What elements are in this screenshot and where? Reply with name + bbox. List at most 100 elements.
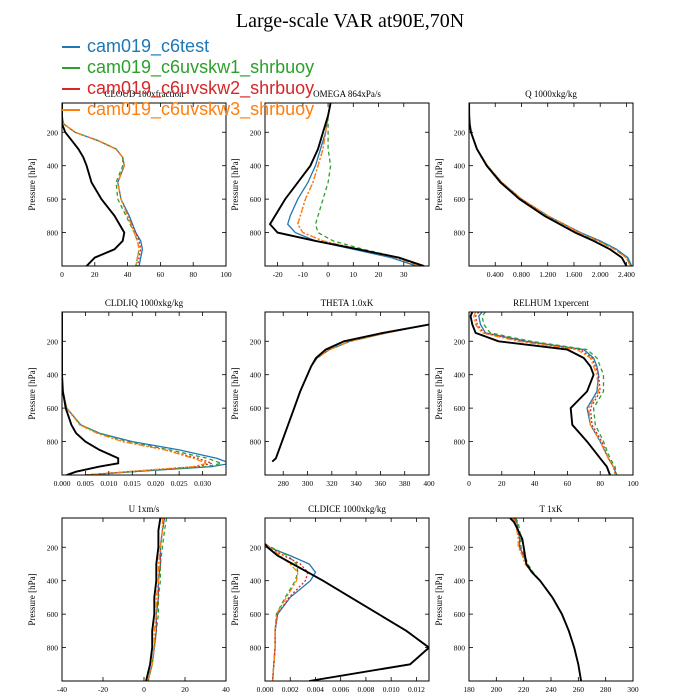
series-line — [469, 103, 633, 266]
series-line — [469, 312, 611, 475]
plot-frame — [264, 311, 430, 476]
y-axis-label: Pressure [hPa] — [27, 573, 37, 625]
y-tick-label: 200 — [454, 337, 466, 346]
x-tick-label: 0.012 — [408, 685, 425, 694]
series-line — [514, 518, 582, 681]
y-tick-label: 200 — [454, 543, 466, 552]
x-tick-label: -10 — [298, 270, 308, 279]
legend-item: cam019_c6test — [62, 36, 314, 57]
x-tick-label: 20 — [498, 479, 506, 488]
figure-title: Large-scale VAR at90E,70N — [235, 10, 465, 32]
x-tick-label: 40 — [222, 685, 230, 694]
series-group — [271, 323, 429, 463]
series-line — [145, 518, 162, 681]
x-tick-label: 60 — [157, 270, 165, 279]
plot-frame — [61, 102, 227, 267]
panel-title: U 1xm/s — [129, 504, 160, 514]
panel-title: CLDLIQ 1000xkg/kg — [105, 298, 184, 308]
y-tick-label: 800 — [250, 644, 262, 653]
legend-label: cam019_c6test — [87, 36, 210, 56]
x-tick-label: 300 — [627, 685, 639, 694]
x-tick-label: 0.000 — [257, 685, 274, 694]
x-tick-label: 0.004 — [307, 685, 324, 694]
series-group — [268, 103, 425, 266]
legend: cam019_c6test cam019_c6uvskw1_shrbuoy cam0… — [62, 36, 314, 120]
y-tick-label: 600 — [250, 404, 262, 413]
panel: 280 300 320 340 360 380 400 200 400 600 800 THETA 1… — [230, 298, 435, 488]
x-tick-label: 180 — [463, 685, 475, 694]
y-tick-label: 200 — [47, 337, 59, 346]
panel: -20 -10 0 10 20 30 200 400 600 800 OMEGA 864xPa/s P… — [230, 89, 430, 279]
y-axis-label: Pressure [hPa] — [27, 367, 37, 419]
x-tick-label: 0.020 — [147, 479, 164, 488]
y-tick-label: 800 — [47, 229, 59, 238]
y-tick-label: 800 — [454, 644, 466, 653]
y-tick-label: 800 — [454, 229, 466, 238]
x-tick-label: 260 — [573, 685, 585, 694]
panel-title: THETA 1.0xK — [321, 298, 374, 308]
y-tick-label: 400 — [454, 162, 466, 171]
series-line — [62, 312, 210, 475]
x-tick-label: 0.030 — [194, 479, 211, 488]
y-tick-label: 600 — [250, 195, 262, 204]
x-tick-label: 0.010 — [100, 479, 117, 488]
x-tick-label: 20 — [375, 270, 383, 279]
series-line — [314, 103, 420, 266]
series-group — [469, 312, 618, 475]
y-tick-label: 400 — [47, 162, 59, 171]
x-tick-label: 240 — [545, 685, 557, 694]
y-axis-label: Pressure [hPa] — [230, 573, 240, 625]
series-line — [469, 103, 631, 266]
legend-item: cam019_c6uvskw3_shrbuoy — [62, 99, 314, 120]
y-tick-label: 400 — [454, 371, 466, 380]
panel-title: OMEGA 864xPa/s — [313, 89, 381, 99]
x-tick-label: 400 — [423, 479, 435, 488]
series-line — [62, 312, 226, 475]
series-line — [473, 312, 616, 475]
y-tick-label: 800 — [47, 644, 59, 653]
legend-item: cam019_c6uvskw1_shrbuoy — [62, 57, 314, 78]
plot-frame — [61, 311, 227, 476]
x-tick-label: -40 — [57, 685, 67, 694]
legend-label: cam019_c6uvskw1_shrbuoy — [87, 57, 315, 77]
panel: 0 20 40 60 80 100 200 400 600 800 CLOUD 100xfracti… — [27, 89, 232, 279]
series-line — [62, 103, 126, 266]
y-tick-label: 600 — [454, 610, 466, 619]
y-tick-label: 400 — [250, 162, 262, 171]
y-tick-label: 600 — [454, 195, 466, 204]
x-tick-label: 0.025 — [171, 479, 188, 488]
y-axis-label: Pressure [hPa] — [230, 367, 240, 419]
x-tick-label: 1.600 — [566, 270, 583, 279]
x-tick-label: 40 — [531, 479, 539, 488]
x-tick-label: -20 — [273, 270, 283, 279]
y-tick-label: 600 — [454, 404, 466, 413]
series-line — [62, 103, 140, 266]
x-tick-label: 0 — [142, 685, 146, 694]
legend-swatch — [62, 45, 80, 48]
x-tick-label: 0.002 — [282, 685, 299, 694]
series-line — [481, 312, 618, 475]
series-line — [62, 312, 215, 475]
series-line — [469, 103, 628, 266]
series-line — [62, 103, 142, 266]
x-tick-label: 340 — [350, 479, 362, 488]
series-line — [469, 103, 631, 266]
plot-frame — [264, 517, 430, 682]
y-axis-label: Pressure [hPa] — [27, 158, 37, 210]
series-line — [513, 518, 582, 681]
x-tick-label: 0 — [60, 270, 64, 279]
series-line — [265, 543, 429, 681]
x-tick-label: 0.006 — [332, 685, 349, 694]
legend-swatch — [62, 87, 80, 90]
x-tick-label: 0.015 — [124, 479, 141, 488]
panel: 0 20 40 60 80 100 200 400 600 800 RELHUM 1xpercent… — [434, 298, 639, 488]
y-tick-label: 600 — [47, 195, 59, 204]
x-tick-label: 1.200 — [539, 270, 556, 279]
x-tick-label: 80 — [596, 479, 604, 488]
series-line — [62, 312, 120, 475]
panel-title: CLOUD 100xfraction — [104, 89, 184, 99]
x-tick-label: 0.010 — [383, 685, 400, 694]
x-tick-label: 0.800 — [513, 270, 530, 279]
x-tick-label: 360 — [375, 479, 387, 488]
